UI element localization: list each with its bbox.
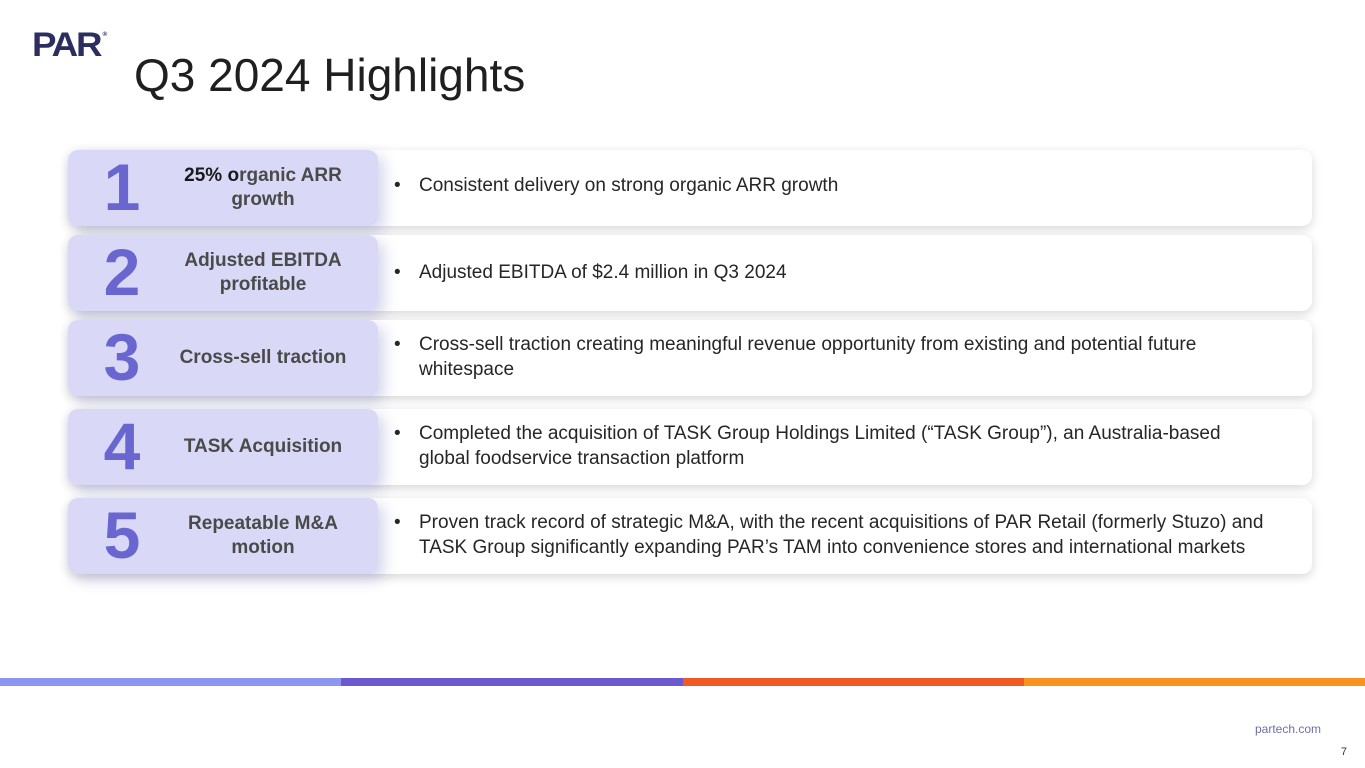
- highlight-bullets: Cross-sell traction creating meaningful …: [394, 320, 1274, 396]
- highlight-label-box: [68, 235, 378, 311]
- highlight-label: Adjusted EBITDA profitable: [184, 250, 342, 295]
- bullet-item: Adjusted EBITDA of $2.4 million in Q3 20…: [394, 261, 1274, 286]
- page-title: Q3 2024 Highlights: [134, 49, 526, 101]
- highlight-label-box: [68, 409, 378, 485]
- page-number: 7: [1340, 746, 1347, 758]
- bullet-item: Cross-sell traction creating meaningful …: [394, 333, 1274, 382]
- highlight-label: Cross-sell traction: [179, 347, 347, 369]
- footer-url: partech.com: [1254, 722, 1321, 736]
- color-stripe: [0, 678, 1365, 686]
- bullet-item: Proven track record of strategic M&A, wi…: [394, 511, 1274, 560]
- highlight-number: 1: [103, 150, 141, 224]
- highlight-label-box: [68, 320, 378, 396]
- highlight-label-box: [68, 498, 378, 574]
- highlight-label: Repeatable M&A motion: [188, 513, 338, 558]
- highlight-bullets: Completed the acquisition of TASK Group …: [394, 409, 1274, 485]
- bullet-item: Completed the acquisition of TASK Group …: [394, 422, 1274, 471]
- highlight-label: TASK Acquisition: [183, 436, 343, 458]
- highlight-number: 3: [103, 320, 141, 394]
- highlight-number: 2: [103, 235, 141, 309]
- stripe-segment: [1023, 678, 1365, 686]
- highlight-row-3: 3 Cross-sell traction Cross-sell tractio…: [68, 320, 1312, 396]
- highlight-row-4: 4 TASK Acquisition Completed the acquisi…: [68, 409, 1312, 485]
- highlight-row-5: 5 Repeatable M&A motion Proven track rec…: [68, 498, 1312, 574]
- stripe-segment: [682, 678, 1024, 686]
- highlight-number: 4: [103, 409, 141, 483]
- bullet-item: Consistent delivery on strong organic AR…: [394, 174, 1274, 199]
- stripe-segment: [0, 678, 342, 686]
- highlight-bullets: Adjusted EBITDA of $2.4 million in Q3 20…: [394, 235, 1274, 311]
- highlight-bullets: Consistent delivery on strong organic AR…: [394, 148, 1274, 224]
- highlight-row-1: 1 25% organic ARR growth Consistent deli…: [68, 150, 1312, 226]
- highlight-label-box: [68, 150, 378, 226]
- highlight-label: 25% organic ARR growth: [184, 165, 342, 210]
- par-logo: PAR ®: [32, 26, 108, 64]
- stripe-segment: [341, 678, 683, 686]
- highlight-row-2: 2 Adjusted EBITDA profitable Adjusted EB…: [68, 235, 1312, 311]
- highlight-bullets: Proven track record of strategic M&A, wi…: [394, 494, 1274, 578]
- highlight-number: 5: [103, 498, 141, 572]
